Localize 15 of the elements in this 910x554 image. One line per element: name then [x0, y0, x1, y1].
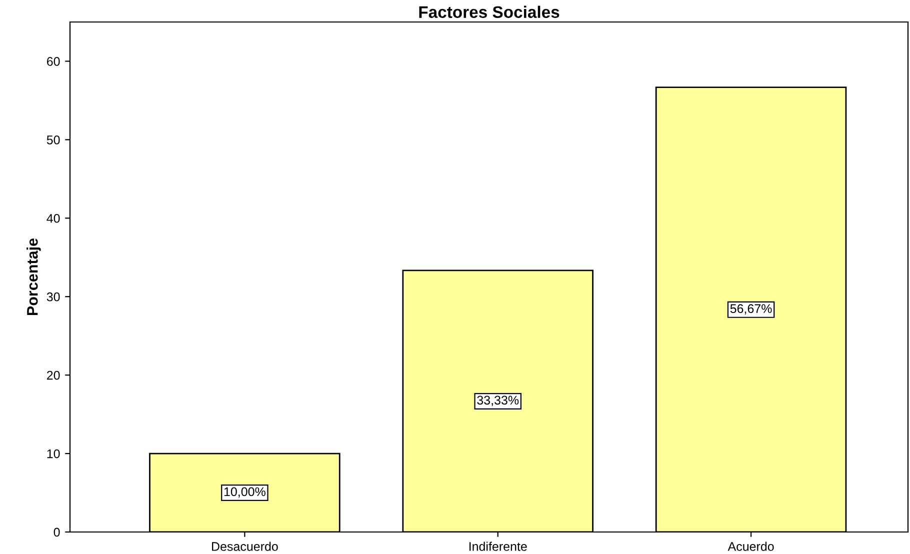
- y-tick-label: 0: [54, 528, 60, 537]
- y-axis-title: Porcentaje: [26, 238, 41, 316]
- y-tick-label: 40: [46, 214, 60, 223]
- x-tick-label: Desacuerdo: [212, 542, 278, 551]
- y-tick-label: 60: [47, 57, 60, 66]
- y-tick-label: 20: [47, 370, 60, 380]
- y-tick-label: 30: [46, 292, 60, 302]
- x-tick-label: Acuerdo: [728, 542, 774, 551]
- y-tick-label: 10: [47, 449, 60, 458]
- data-label: 10,00%: [224, 487, 266, 498]
- x-tick-label: Indiferente: [469, 542, 527, 551]
- data-label: 33,33%: [477, 396, 519, 406]
- y-tick-label: 50: [46, 135, 60, 144]
- chart-title: Factores Sociales: [419, 6, 560, 18]
- data-label: 56,67%: [730, 304, 772, 315]
